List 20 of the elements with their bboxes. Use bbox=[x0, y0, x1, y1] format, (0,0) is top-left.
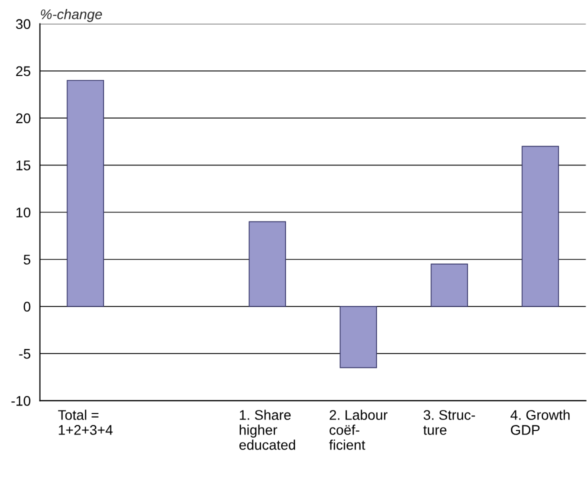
bar bbox=[248, 221, 286, 307]
y-tick-label: 15 bbox=[16, 160, 30, 170]
y-tick-label: -5 bbox=[19, 349, 30, 359]
x-tick-label: Total = 1+2+3+4 bbox=[58, 410, 113, 435]
bar bbox=[340, 306, 377, 368]
x-tick-label: 1. Share higher educated bbox=[239, 410, 296, 450]
y-tick-label: 20 bbox=[16, 113, 30, 124]
bar bbox=[66, 80, 104, 307]
x-tick-label: 3. Struc- ture bbox=[423, 410, 475, 435]
y-tick-label: 10 bbox=[16, 208, 30, 218]
x-tick-label: 2. Labour coëf- ficient bbox=[329, 410, 388, 450]
bar bbox=[430, 264, 468, 307]
y-tick-label: 25 bbox=[16, 66, 30, 76]
x-tick-label: 4. Growth GDP bbox=[510, 410, 570, 435]
y-tick-label: -10 bbox=[11, 396, 30, 406]
bar bbox=[522, 146, 559, 307]
y-axis-title: %-change bbox=[40, 9, 102, 22]
y-tick-label: 0 bbox=[24, 302, 30, 312]
y-tick-label: 5 bbox=[24, 254, 30, 265]
y-tick-label: 30 bbox=[16, 19, 30, 30]
